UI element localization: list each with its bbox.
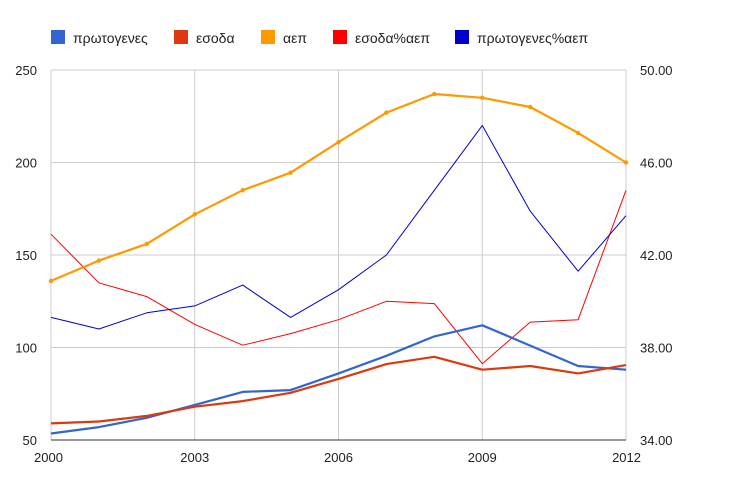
series-2-point[interactable] <box>575 130 581 136</box>
y-left-tick-label: 150 <box>15 248 37 263</box>
x-tick-label: 2006 <box>324 450 353 465</box>
legend-swatch[interactable] <box>174 30 188 44</box>
legend-swatch[interactable] <box>261 30 275 44</box>
y-left-tick-label: 100 <box>15 341 37 356</box>
y-left-tick-label: 200 <box>15 156 37 171</box>
y-right-tick-label: 46.00 <box>640 156 673 171</box>
series-2-point[interactable] <box>336 139 341 145</box>
y-left-tick-label: 250 <box>15 63 37 78</box>
series-4-line[interactable] <box>50 125 627 330</box>
series-2-point[interactable] <box>384 110 389 115</box>
legend-label[interactable]: εσοδα%αεπ <box>355 30 430 46</box>
legend-label[interactable]: πρωτογενες%αεπ <box>477 30 588 46</box>
legend[interactable]: πρωτογενες εσοδα αεπ εσοδα%αεπ πρωτογενες%αε… <box>51 30 588 46</box>
series-0-line[interactable] <box>50 324 627 435</box>
y-right-tick-label: 50.00 <box>640 63 673 78</box>
x-tick-label: 2000 <box>34 450 63 465</box>
series-1-line[interactable] <box>50 355 627 425</box>
y-right-tick-label: 34.00 <box>640 433 673 448</box>
y-left-tick-label: 50 <box>23 433 37 448</box>
legend-swatch[interactable] <box>333 30 347 44</box>
series-layer <box>48 91 629 435</box>
series-3-line[interactable] <box>50 190 627 365</box>
series-2-point[interactable] <box>623 160 629 165</box>
series-2-point[interactable] <box>144 241 150 247</box>
x-tick-label: 2003 <box>180 450 209 465</box>
legend-label[interactable]: πρωτογενες <box>73 30 148 46</box>
legend-swatch[interactable] <box>51 30 65 44</box>
y-right-tick-label: 42.00 <box>640 248 673 263</box>
legend-label[interactable]: αεπ <box>283 30 307 46</box>
y-right-tick-label: 38.00 <box>640 341 673 356</box>
x-tick-label: 2012 <box>612 450 641 465</box>
series-2-point[interactable] <box>480 95 485 100</box>
tick-labels: 50 100 150 200 250 34.00 38.00 42.00 46.00 50.00 2… <box>15 63 672 465</box>
gridlines <box>50 69 627 441</box>
series-2-point[interactable] <box>240 188 245 193</box>
series-2-point[interactable] <box>48 278 54 284</box>
series-2-point[interactable] <box>192 212 197 217</box>
series-2-point[interactable] <box>432 91 437 97</box>
legend-swatch[interactable] <box>455 30 469 44</box>
series-2-point[interactable] <box>96 258 102 263</box>
series-2-point[interactable] <box>288 170 293 175</box>
legend-label[interactable]: εσοδα <box>196 30 235 46</box>
x-tick-label: 2009 <box>468 450 497 465</box>
series-2-point[interactable] <box>527 104 533 110</box>
